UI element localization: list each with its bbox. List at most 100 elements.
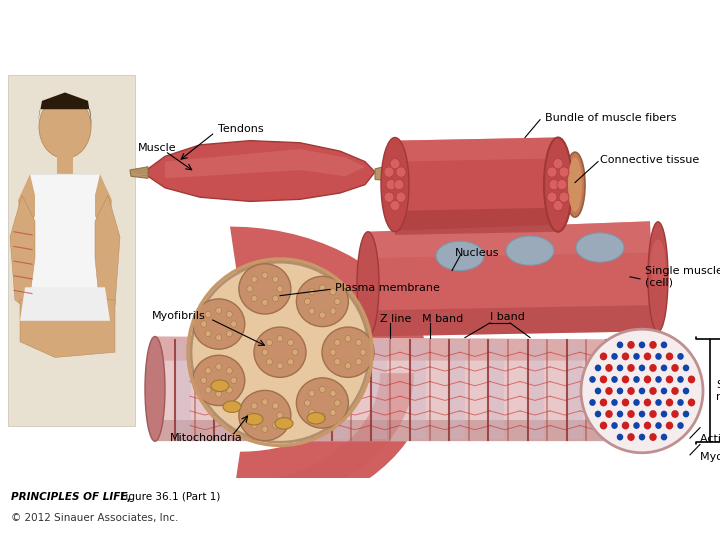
- Ellipse shape: [661, 341, 667, 348]
- Text: Nucleus: Nucleus: [455, 248, 500, 258]
- Ellipse shape: [547, 192, 557, 202]
- Ellipse shape: [230, 321, 237, 327]
- Ellipse shape: [649, 387, 657, 395]
- Text: Actin filament: Actin filament: [700, 434, 720, 444]
- Ellipse shape: [360, 349, 366, 355]
- Ellipse shape: [688, 375, 696, 383]
- Ellipse shape: [381, 138, 409, 232]
- Ellipse shape: [622, 375, 629, 383]
- Ellipse shape: [205, 387, 211, 393]
- Ellipse shape: [205, 311, 211, 318]
- Ellipse shape: [600, 375, 607, 383]
- Ellipse shape: [655, 353, 662, 360]
- Text: Myosin filament: Myosin filament: [700, 452, 720, 462]
- Ellipse shape: [277, 286, 283, 292]
- Ellipse shape: [650, 240, 665, 287]
- Ellipse shape: [226, 311, 233, 318]
- Ellipse shape: [678, 399, 684, 406]
- Ellipse shape: [627, 410, 635, 418]
- Ellipse shape: [226, 368, 233, 374]
- Ellipse shape: [649, 433, 657, 441]
- Text: M band: M band: [422, 314, 463, 323]
- Ellipse shape: [649, 341, 657, 349]
- Polygon shape: [38, 92, 92, 127]
- Polygon shape: [148, 140, 375, 201]
- Polygon shape: [375, 164, 402, 181]
- Ellipse shape: [322, 327, 374, 377]
- Ellipse shape: [239, 390, 291, 441]
- Ellipse shape: [320, 285, 325, 291]
- Polygon shape: [606, 341, 622, 439]
- Polygon shape: [10, 195, 35, 310]
- Ellipse shape: [226, 330, 233, 337]
- Ellipse shape: [617, 434, 624, 441]
- Ellipse shape: [557, 179, 567, 190]
- Polygon shape: [368, 221, 655, 336]
- Ellipse shape: [239, 264, 291, 314]
- Ellipse shape: [396, 192, 406, 202]
- Ellipse shape: [262, 426, 268, 433]
- Ellipse shape: [251, 276, 257, 282]
- Polygon shape: [155, 420, 655, 441]
- Ellipse shape: [216, 363, 222, 370]
- Ellipse shape: [193, 299, 245, 349]
- Ellipse shape: [39, 96, 91, 158]
- Ellipse shape: [661, 388, 667, 394]
- Ellipse shape: [666, 399, 673, 407]
- Ellipse shape: [627, 433, 635, 441]
- Polygon shape: [253, 341, 269, 439]
- Ellipse shape: [251, 422, 257, 428]
- Ellipse shape: [305, 400, 310, 406]
- Ellipse shape: [678, 422, 684, 429]
- Ellipse shape: [627, 387, 635, 395]
- Ellipse shape: [297, 378, 348, 428]
- Polygon shape: [57, 157, 73, 174]
- Ellipse shape: [644, 399, 652, 407]
- Ellipse shape: [639, 434, 645, 441]
- Ellipse shape: [272, 422, 279, 428]
- Ellipse shape: [145, 336, 165, 441]
- Ellipse shape: [661, 434, 667, 441]
- Polygon shape: [230, 373, 414, 508]
- Ellipse shape: [565, 152, 585, 217]
- Polygon shape: [22, 174, 108, 289]
- Ellipse shape: [247, 286, 253, 292]
- Ellipse shape: [611, 353, 618, 360]
- Polygon shape: [368, 221, 650, 258]
- Ellipse shape: [595, 388, 601, 394]
- Text: Mitochondria: Mitochondria: [170, 433, 243, 443]
- Ellipse shape: [334, 298, 341, 305]
- Ellipse shape: [627, 364, 635, 372]
- Polygon shape: [155, 336, 650, 361]
- Text: Single
myofibril: Single myofibril: [716, 380, 720, 402]
- Ellipse shape: [245, 414, 263, 425]
- Ellipse shape: [266, 359, 272, 365]
- Polygon shape: [528, 341, 544, 439]
- Ellipse shape: [201, 321, 207, 327]
- Polygon shape: [410, 341, 426, 439]
- Ellipse shape: [191, 262, 369, 442]
- Polygon shape: [292, 341, 308, 439]
- Ellipse shape: [390, 158, 400, 169]
- Ellipse shape: [644, 353, 652, 360]
- Polygon shape: [332, 341, 348, 439]
- Ellipse shape: [576, 233, 624, 262]
- Ellipse shape: [639, 341, 645, 348]
- Ellipse shape: [205, 368, 211, 374]
- Ellipse shape: [559, 192, 569, 202]
- Ellipse shape: [606, 387, 613, 395]
- Text: Connective tissue: Connective tissue: [600, 154, 699, 165]
- Ellipse shape: [589, 376, 595, 383]
- Text: Single muscle fiber
(cell): Single muscle fiber (cell): [645, 266, 720, 288]
- Ellipse shape: [216, 307, 222, 314]
- Ellipse shape: [330, 349, 336, 355]
- Ellipse shape: [639, 388, 645, 394]
- Ellipse shape: [330, 289, 336, 295]
- Polygon shape: [130, 167, 148, 178]
- Polygon shape: [155, 336, 655, 441]
- Ellipse shape: [611, 399, 618, 406]
- Ellipse shape: [655, 399, 662, 406]
- Ellipse shape: [345, 335, 351, 342]
- Ellipse shape: [201, 377, 207, 383]
- Ellipse shape: [309, 289, 315, 295]
